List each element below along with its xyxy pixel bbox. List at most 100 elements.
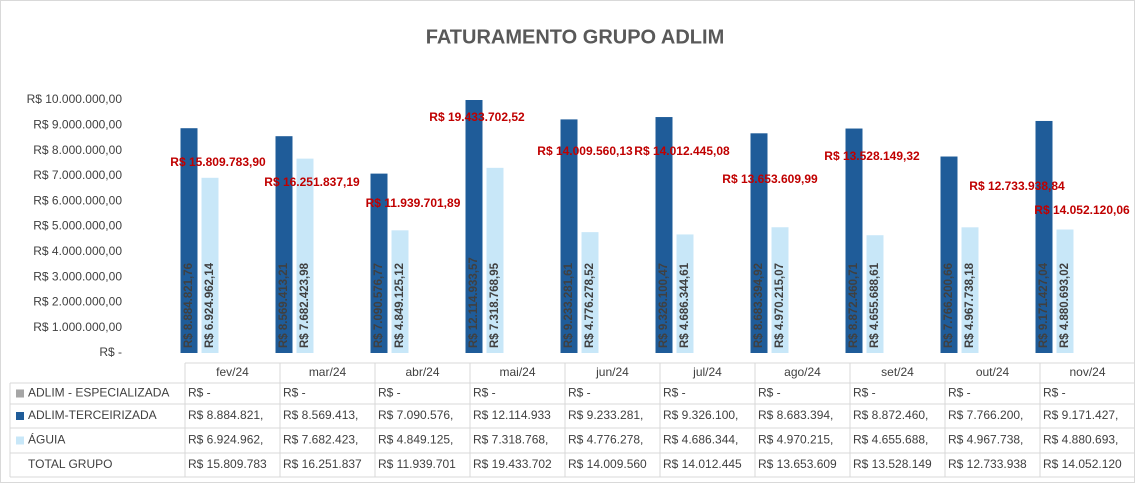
bar-value-label: R$ 7.090.576,77 — [373, 263, 385, 348]
table-cell: R$ 8.872.460, — [853, 408, 928, 422]
table-cell: R$ - — [473, 386, 496, 400]
table-cell: R$ 4.880.693, — [1043, 433, 1118, 447]
table-cell: R$ 4.686.344, — [663, 433, 738, 447]
bar — [655, 117, 673, 354]
table-cell: R$ - — [948, 386, 971, 400]
total-label: R$ 14.009.560,13 — [537, 144, 633, 158]
table-cell: R$ 11.939.701 — [378, 457, 456, 471]
bar-value-label: R$ 4.686.344,61 — [679, 262, 691, 348]
table-cell: R$ 4.849.125, — [378, 433, 453, 447]
bar — [391, 230, 409, 353]
table-cell: R$ 8.569.413, — [283, 408, 358, 422]
table-cell: R$ 13.528.149 — [853, 457, 932, 471]
bar — [961, 227, 979, 353]
bar — [845, 128, 863, 353]
table-cell: R$ 7.766.200, — [948, 408, 1023, 422]
y-tick-label: R$ 2.000.000,00 — [33, 295, 122, 309]
y-tick-label: R$ 7.000.000,00 — [33, 168, 122, 182]
bar-value-label: R$ 8.569.413,21 — [278, 262, 290, 348]
bar — [940, 156, 958, 353]
bar-value-label: R$ 8.884.821,76 — [183, 263, 195, 348]
bar — [560, 119, 578, 353]
table-cell: R$ 4.970.215, — [758, 433, 833, 447]
legend-label: TOTAL GRUPO — [28, 457, 112, 471]
table-cell: R$ - — [283, 386, 306, 400]
x-tick-label: ago/24 — [784, 365, 821, 379]
chart-title: FATURAMENTO GRUPO ADLIM — [426, 26, 725, 48]
bar-value-label: R$ 7.766.200,66 — [943, 263, 955, 348]
bar-value-label: R$ 7.682.423,98 — [299, 262, 311, 348]
table-cell: R$ 12.114.933 — [473, 408, 551, 422]
bar — [201, 177, 219, 353]
table-cell: R$ 6.924.962, — [188, 433, 263, 447]
table-cell: R$ 8.683.394, — [758, 408, 833, 422]
table-cell: R$ - — [758, 386, 781, 400]
y-tick-label: R$ 10.000.000,00 — [27, 92, 123, 106]
x-tick-label: jul/24 — [692, 365, 722, 379]
x-tick-label: out/24 — [976, 365, 1010, 379]
bar — [771, 227, 789, 353]
x-tick-label: mai/24 — [499, 365, 535, 379]
table-cell: R$ 16.251.837 — [283, 457, 362, 471]
total-label: R$ 13.653.609,99 — [722, 172, 818, 186]
total-label: R$ 13.528.149,32 — [824, 149, 920, 163]
bar-value-label: R$ 8.872.460,71 — [848, 262, 860, 348]
bar-value-label: R$ 12.114.933,57 — [468, 257, 480, 348]
legend-key — [16, 389, 24, 398]
table-cell: R$ 4.776.278, — [568, 433, 643, 447]
table-cell: R$ - — [663, 386, 686, 400]
legend-key — [16, 436, 24, 445]
legend-key — [16, 412, 24, 420]
bar-value-label: R$ 6.924.962,14 — [204, 262, 216, 348]
total-label: R$ 14.012.445,08 — [634, 144, 730, 158]
table-cell: R$ 15.809.783 — [188, 457, 267, 471]
table-cell: R$ 19.433.702 — [473, 457, 552, 471]
bar — [676, 234, 694, 353]
x-tick-label: abr/24 — [405, 365, 439, 379]
bar — [750, 133, 768, 353]
y-tick-label: R$ 3.000.000,00 — [33, 269, 122, 283]
table-cell: R$ 13.653.609 — [758, 457, 837, 471]
bar — [180, 128, 198, 353]
x-tick-label: fev/24 — [216, 365, 249, 379]
table-cell: R$ - — [853, 386, 876, 400]
table-cell: R$ 12.733.938 — [948, 457, 1027, 471]
bar-value-label: R$ 4.967.738,18 — [964, 262, 976, 348]
total-label: R$ 14.052.120,06 — [1034, 203, 1130, 217]
table-cell: R$ 9.326.100, — [663, 408, 738, 422]
bar — [581, 232, 599, 353]
table-cell: R$ 7.682.423, — [283, 433, 358, 447]
bar-value-label: R$ 8.683.394,92 — [753, 263, 765, 348]
legend-label: ÁGUIA — [28, 432, 65, 447]
bar-value-label: R$ 4.655.688,61 — [869, 262, 881, 348]
table-cell: R$ - — [188, 386, 211, 400]
table-cell: R$ - — [378, 386, 401, 400]
bar — [866, 235, 884, 353]
table-cell: R$ 9.171.427, — [1043, 408, 1118, 422]
x-tick-label: set/24 — [881, 365, 914, 379]
table-cell: R$ 4.655.688, — [853, 433, 928, 447]
y-tick-label: R$ 1.000.000,00 — [33, 320, 122, 334]
table-cell: R$ 14.009.560 — [568, 457, 647, 471]
bar-value-label: R$ 4.880.693,02 — [1059, 263, 1071, 348]
bar-value-label: R$ 4.970.215,07 — [774, 263, 786, 348]
table-cell: R$ - — [568, 386, 591, 400]
table-cell: R$ 4.967.738, — [948, 433, 1023, 447]
total-label: R$ 11.939.701,89 — [366, 196, 461, 210]
legend-label: ADLIM - ESPECIALIZADA — [28, 386, 169, 400]
total-label: R$ 16.251.837,19 — [264, 175, 360, 189]
y-tick-label: R$ - — [99, 345, 122, 359]
table-cell: R$ 14.012.445 — [663, 457, 742, 471]
y-tick-label: R$ 6.000.000,00 — [33, 193, 122, 207]
bar — [275, 136, 293, 353]
total-label: R$ 12.733.938,84 — [969, 179, 1065, 193]
table-cell: R$ 7.090.576, — [378, 408, 453, 422]
total-label: R$ 15.809.783,90 — [170, 155, 266, 169]
legend-label: ADLIM-TERCEIRIZADA — [28, 408, 157, 422]
bar-value-label: R$ 9.171.427,04 — [1038, 262, 1050, 348]
x-tick-label: jun/24 — [595, 365, 629, 379]
table-cell: R$ - — [1043, 386, 1066, 400]
y-tick-label: R$ 5.000.000,00 — [33, 219, 122, 233]
bar — [465, 100, 483, 353]
